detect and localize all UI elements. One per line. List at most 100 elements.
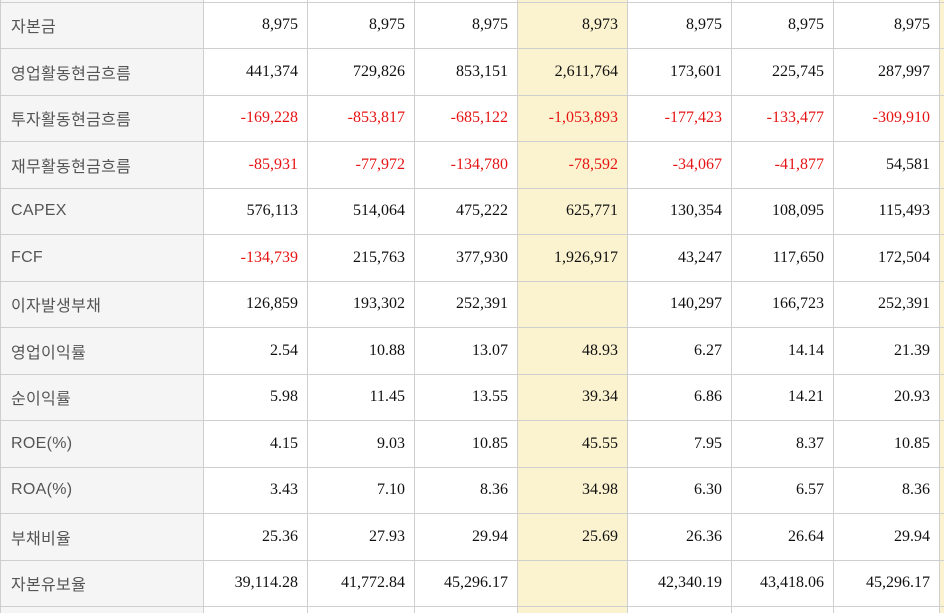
cell-value-highlighted: 1,926,917 (517, 234, 628, 282)
table-row: 자본금 8,975 8,975 8,975 8,973 8,975 8,975 … (0, 1, 944, 49)
cell-value: 41,772.84 (307, 559, 415, 607)
cell-value: 25.36 (203, 513, 308, 561)
cell-value: -133,477 (731, 94, 834, 142)
cut-cell (939, 187, 944, 235)
cell-value: 115,493 (833, 187, 940, 235)
cell-value: 8,975 (203, 1, 308, 49)
cell-value: -177,423 (627, 94, 732, 142)
cell-value: 26.36 (627, 513, 732, 561)
cell-value: 8.36 (833, 466, 940, 514)
cell-value: 117,650 (731, 234, 834, 282)
cell-value: 173,601 (627, 48, 732, 96)
cut-cell (517, 606, 628, 613)
cell-value: 193,302 (307, 280, 415, 328)
cell-value: 20.93 (833, 373, 940, 421)
cut-cell (414, 606, 518, 613)
cell-value: 29.94 (414, 513, 518, 561)
cut-cell (939, 513, 944, 561)
row-label: FCF (0, 234, 204, 282)
cut-cell (731, 606, 834, 613)
cell-value: -34,067 (627, 141, 732, 189)
cell-value: 6.27 (627, 327, 732, 375)
table-row: 부채비율 25.36 27.93 29.94 25.69 26.36 26.64… (0, 513, 944, 561)
cell-value: 475,222 (414, 187, 518, 235)
cell-value: 252,391 (414, 280, 518, 328)
cell-value: 140,297 (627, 280, 732, 328)
cell-value: 8,975 (307, 1, 415, 49)
cell-value: 6.57 (731, 466, 834, 514)
cell-value: 8.36 (414, 466, 518, 514)
cut-cell (939, 327, 944, 375)
cut-row-bottom (0, 606, 944, 613)
cell-value-highlighted: 39.34 (517, 373, 628, 421)
row-label: 투자활동현금흐름 (0, 94, 204, 142)
cell-value: 287,997 (833, 48, 940, 96)
cell-value: 8.37 (731, 420, 834, 468)
cell-value: 8,975 (731, 1, 834, 49)
cut-cell (939, 420, 944, 468)
cell-value: 172,504 (833, 234, 940, 282)
cell-value-highlighted: 34.98 (517, 466, 628, 514)
cell-value: 54,581 (833, 141, 940, 189)
cell-value: 215,763 (307, 234, 415, 282)
cell-value: 576,113 (203, 187, 308, 235)
cut-cell (939, 466, 944, 514)
cut-cell (939, 606, 944, 613)
cell-value: 11.45 (307, 373, 415, 421)
cell-value: 43,418.06 (731, 559, 834, 607)
cell-value: 7.10 (307, 466, 415, 514)
cell-value: 42,340.19 (627, 559, 732, 607)
cell-value: 252,391 (833, 280, 940, 328)
cell-value: 14.14 (731, 327, 834, 375)
row-label: 자본유보율 (0, 559, 204, 607)
cell-value: 29.94 (833, 513, 940, 561)
cell-value: -309,910 (833, 94, 940, 142)
cell-value: 39,114.28 (203, 559, 308, 607)
cell-value: 14.21 (731, 373, 834, 421)
cut-cell (939, 1, 944, 49)
table-row: 영업이익률 2.54 10.88 13.07 48.93 6.27 14.14 … (0, 327, 944, 375)
cell-value: 377,930 (414, 234, 518, 282)
cell-value: -134,780 (414, 141, 518, 189)
row-label: 영업활동현금흐름 (0, 48, 204, 96)
cell-value-highlighted (517, 559, 628, 607)
cell-value: -853,817 (307, 94, 415, 142)
cut-cell (0, 606, 204, 613)
cell-value: 10.88 (307, 327, 415, 375)
cut-cell (203, 606, 308, 613)
cut-cell (939, 94, 944, 142)
cell-value-highlighted: 45.55 (517, 420, 628, 468)
cell-value-highlighted: 625,771 (517, 187, 628, 235)
cell-value: 6.86 (627, 373, 732, 421)
cut-cell (939, 373, 944, 421)
cut-row-top (0, 0, 944, 3)
cut-cell (627, 606, 732, 613)
cell-value: 5.98 (203, 373, 308, 421)
table-row: 이자발생부채 126,859 193,302 252,391 140,297 1… (0, 280, 944, 328)
cut-cell (939, 234, 944, 282)
cell-value: 43,247 (627, 234, 732, 282)
row-label: 자본금 (0, 1, 204, 49)
row-label: 부채비율 (0, 513, 204, 561)
table-row: CAPEX 576,113 514,064 475,222 625,771 13… (0, 187, 944, 235)
cut-cell (939, 48, 944, 96)
row-label: 영업이익률 (0, 327, 204, 375)
cell-value-highlighted: -78,592 (517, 141, 628, 189)
cut-cell (939, 280, 944, 328)
cell-value: 13.07 (414, 327, 518, 375)
cell-value-highlighted: 2,611,764 (517, 48, 628, 96)
cell-value: 108,095 (731, 187, 834, 235)
cell-value: 166,723 (731, 280, 834, 328)
cell-value: 8,975 (627, 1, 732, 49)
cell-value: 8,975 (833, 1, 940, 49)
cell-value: -685,122 (414, 94, 518, 142)
row-label: CAPEX (0, 187, 204, 235)
cell-value: 853,151 (414, 48, 518, 96)
cell-value: -85,931 (203, 141, 308, 189)
row-label: 순이익률 (0, 373, 204, 421)
cut-cell (939, 141, 944, 189)
cut-cell (307, 606, 415, 613)
cell-value-highlighted: 8,973 (517, 1, 628, 49)
cell-value: 130,354 (627, 187, 732, 235)
